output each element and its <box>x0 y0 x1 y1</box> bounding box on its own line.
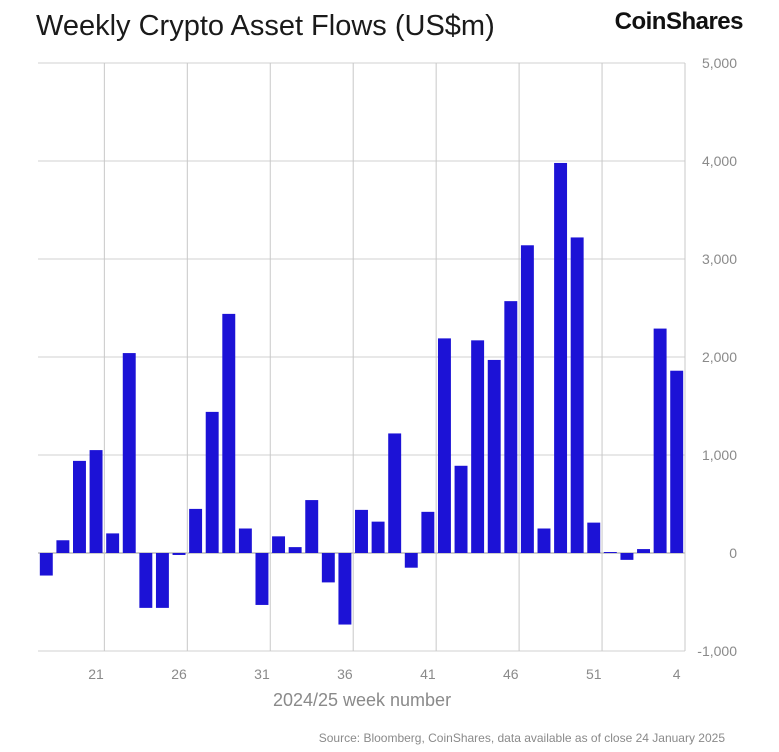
bar-week-42 <box>437 338 451 553</box>
bar-week-23 <box>122 353 136 553</box>
bar-week-40 <box>404 553 418 568</box>
bar-week-28 <box>205 411 219 553</box>
chart-title: Weekly Crypto Asset Flows (US$m) <box>36 10 495 42</box>
bars <box>39 162 684 625</box>
bar-week-25 <box>155 553 169 608</box>
x-axis-title: 2024/25 week number <box>273 690 451 710</box>
bar-week-37 <box>355 509 368 553</box>
bar-week-30 <box>238 528 252 553</box>
brand-logo: CoinShares <box>614 8 744 35</box>
bar-week-35 <box>321 553 335 583</box>
bar-week-52 <box>603 552 617 554</box>
x-tick-label: 26 <box>171 666 187 682</box>
bar-week-21 <box>89 450 103 553</box>
bar-week-19 <box>56 540 70 553</box>
bar-week-41 <box>421 511 435 553</box>
y-tick-label: 1,000 <box>702 447 737 463</box>
bar-week-26 <box>172 553 186 555</box>
bar-week-31 <box>255 553 269 605</box>
bar-week-24 <box>139 553 153 608</box>
bar-week-38 <box>371 521 385 553</box>
bar-week-39 <box>388 433 402 553</box>
bar-week-49 <box>554 162 568 553</box>
y-tick-label: 3,000 <box>702 251 737 267</box>
y-tick-label: 0 <box>729 545 737 561</box>
bar-week-34 <box>305 500 319 553</box>
y-tick-label: 5,000 <box>702 55 737 71</box>
bar-week-51 <box>587 522 601 553</box>
y-tick-label: 4,000 <box>702 153 737 169</box>
bar-week-20 <box>73 460 86 553</box>
bar-week-45 <box>487 359 501 553</box>
bar-week-47 <box>520 245 534 553</box>
bar-week-1 <box>620 553 634 560</box>
bar-week-29 <box>222 313 236 553</box>
bar-week-18 <box>39 553 53 576</box>
bar-week-44 <box>471 340 485 553</box>
y-tick-label: 2,000 <box>702 349 737 365</box>
bar-week-46 <box>504 301 518 553</box>
bar-week-3 <box>653 328 667 553</box>
y-tick-label: -1,000 <box>697 643 737 659</box>
x-tick-label: 41 <box>420 666 436 682</box>
bar-week-43 <box>454 465 468 553</box>
bar-week-32 <box>272 536 286 553</box>
grid-lines <box>38 62 686 652</box>
bar-week-33 <box>288 547 302 553</box>
source-note: Source: Bloomberg, CoinShares, data avai… <box>318 731 725 745</box>
bar-week-36 <box>338 553 352 625</box>
bar-week-50 <box>570 237 584 553</box>
x-tick-label: 46 <box>503 666 519 682</box>
bar-week-22 <box>106 533 120 553</box>
x-tick-label: 31 <box>254 666 270 682</box>
bar-week-27 <box>189 508 203 553</box>
bar-week-4 <box>670 370 684 553</box>
bar-week-2 <box>637 549 650 553</box>
bar-week-48 <box>537 528 551 553</box>
x-tick-label: 4 <box>673 666 681 682</box>
tick-labels: -1,000 0 1,000 2,000 3,000 4,000 5,000 21 26 31 36… <box>88 55 737 682</box>
x-tick-label: 36 <box>337 666 353 682</box>
x-tick-label: 51 <box>586 666 602 682</box>
x-tick-label: 21 <box>88 666 104 682</box>
